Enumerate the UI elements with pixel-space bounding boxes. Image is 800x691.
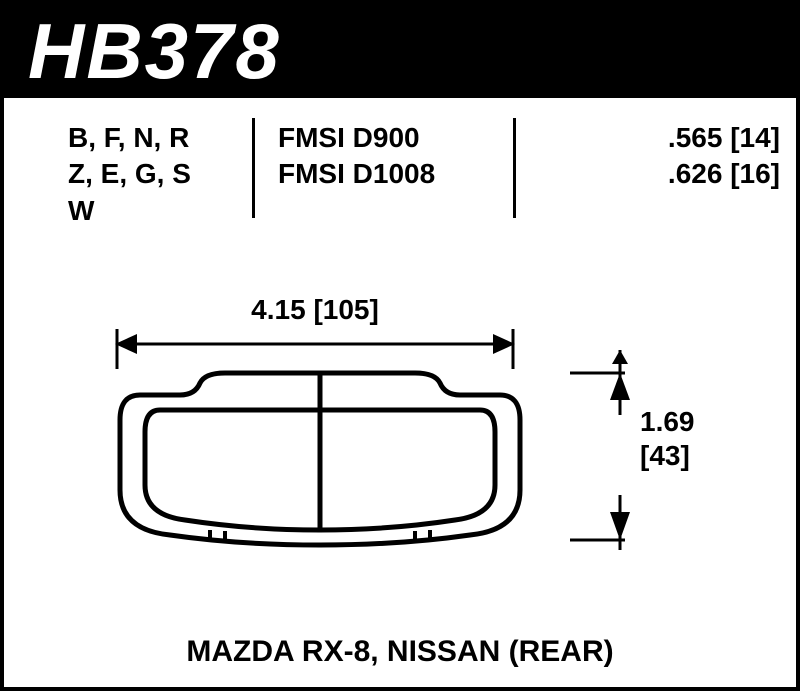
compounds-column: B, F, N, R Z, E, G, S W <box>68 120 248 229</box>
width-label: 4.15 [105] <box>115 294 515 326</box>
diagram-area: 4.15 [105] <box>0 260 800 620</box>
thickness-line: .626 [16] <box>600 156 780 192</box>
thickness-line: .565 [14] <box>600 120 780 156</box>
height-inches: 1.69 <box>640 405 695 439</box>
fmsi-line: FMSI D1008 <box>278 156 478 192</box>
width-inches: 4.15 <box>251 294 306 325</box>
compounds-line: B, F, N, R <box>68 120 248 156</box>
fmsi-line: FMSI D900 <box>278 120 478 156</box>
part-number: HB378 <box>28 6 281 97</box>
height-mm: [43] <box>640 439 695 473</box>
width-mm: [105] <box>313 294 378 325</box>
height-arrow <box>570 350 640 550</box>
thickness-column: .565 [14] .626 [16] <box>600 120 780 193</box>
width-dimension: 4.15 [105] <box>115 300 515 350</box>
compounds-line: W <box>68 193 248 229</box>
fmsi-column: FMSI D900 FMSI D1008 <box>278 120 478 193</box>
height-dimension: 1.69 [43] <box>570 350 730 530</box>
header-bar: HB378 <box>4 4 796 98</box>
brake-pad-outline <box>110 370 530 560</box>
compounds-line: Z, E, G, S <box>68 156 248 192</box>
height-label: 1.69 [43] <box>640 405 695 472</box>
spec-row: B, F, N, R Z, E, G, S W FMSI D900 FMSI D… <box>40 120 760 230</box>
vehicle-application: MAZDA RX-8, NISSAN (REAR) <box>0 635 800 669</box>
width-arrow <box>115 324 515 374</box>
